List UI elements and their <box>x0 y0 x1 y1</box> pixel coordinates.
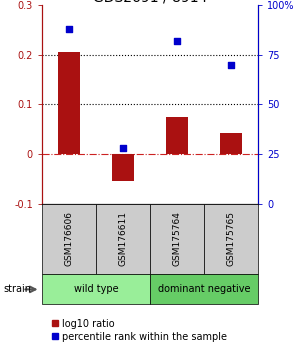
Point <box>175 38 179 44</box>
Text: GSM175765: GSM175765 <box>226 211 236 267</box>
Bar <box>166 117 188 154</box>
Text: GSM176611: GSM176611 <box>118 211 127 267</box>
Text: wild type: wild type <box>74 284 118 295</box>
Legend: log10 ratio, percentile rank within the sample: log10 ratio, percentile rank within the … <box>47 315 231 346</box>
Point <box>229 62 233 68</box>
Point <box>67 26 71 32</box>
Point <box>121 145 125 151</box>
Text: GSM176606: GSM176606 <box>64 211 74 267</box>
Bar <box>112 154 134 181</box>
Bar <box>58 52 80 154</box>
Bar <box>220 133 242 154</box>
Title: GDS2691 / 8914: GDS2691 / 8914 <box>93 0 207 4</box>
Text: dominant negative: dominant negative <box>158 284 250 295</box>
Text: GSM175764: GSM175764 <box>172 211 182 267</box>
Text: strain: strain <box>3 284 31 295</box>
